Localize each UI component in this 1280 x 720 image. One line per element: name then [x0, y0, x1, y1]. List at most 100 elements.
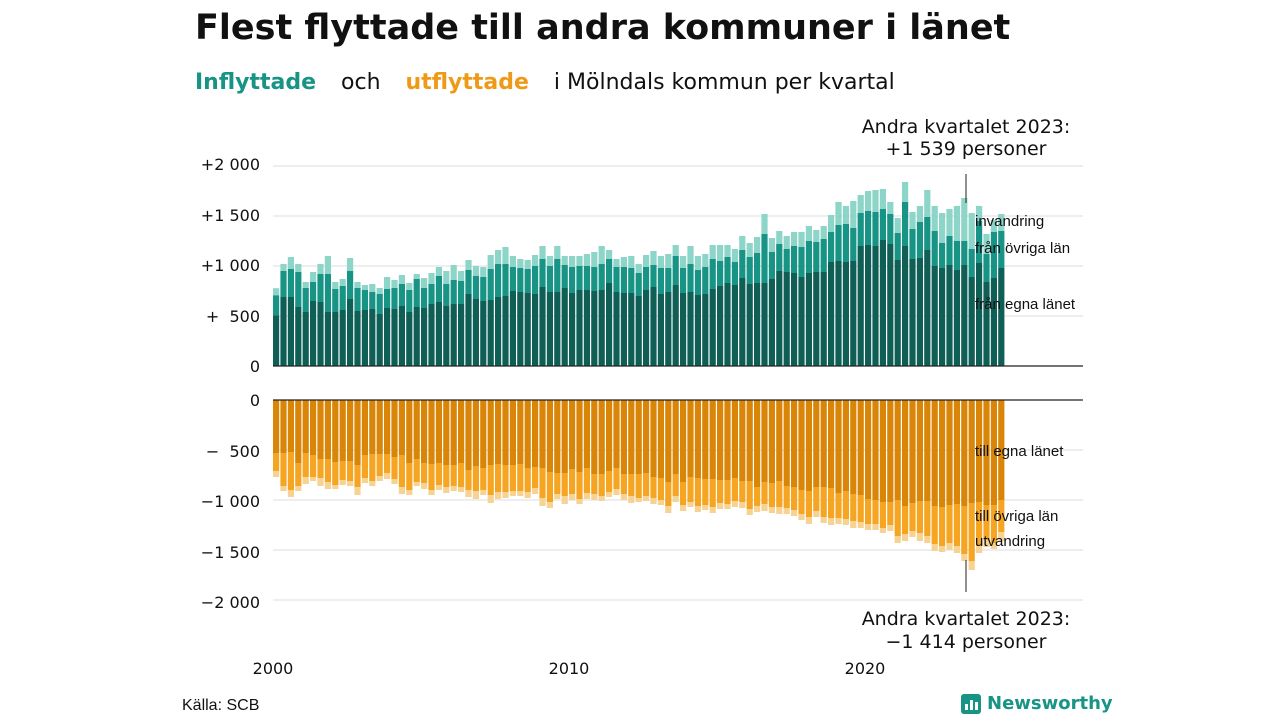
bar-in-0-84 [894, 260, 901, 366]
bar-out-0-59 [709, 400, 716, 479]
bar-out-1-48 [628, 474, 635, 496]
bar-in-1-52 [657, 268, 664, 294]
bar-out-0-86 [909, 400, 916, 503]
bar-in-0-73 [813, 272, 820, 366]
bar-in-0-18 [406, 312, 413, 366]
bar-in-2-61 [724, 245, 731, 257]
subtitle-rest: i Mölndals kommun per kvartal [553, 70, 895, 95]
bar-out-0-87 [916, 400, 923, 501]
bar-out-1-22 [435, 463, 442, 485]
bar-in-0-34 [524, 293, 531, 366]
bar-out-2-92 [953, 546, 960, 553]
bar-out-1-94 [968, 503, 975, 561]
bar-in-0-94 [968, 277, 975, 366]
bar-in-2-28 [480, 267, 487, 277]
bar-out-1-33 [517, 464, 524, 491]
bar-in-1-18 [406, 290, 413, 312]
y-tick-out-0: 0 [250, 391, 260, 410]
bar-out-2-98 [998, 532, 1005, 541]
bar-in-2-82 [879, 189, 886, 209]
bar-out-1-90 [939, 507, 946, 546]
bar-in-2-42 [583, 254, 590, 266]
bar-in-1-6 [317, 274, 324, 302]
bar-in-2-85 [902, 182, 909, 202]
bar-out-2-14 [376, 476, 383, 481]
bar-in-2-39 [561, 256, 568, 265]
bar-out-2-9 [339, 480, 346, 485]
bar-out-2-6 [317, 478, 324, 486]
bar-in-2-32 [509, 256, 516, 267]
bar-in-0-38 [554, 292, 561, 366]
bar-out-1-23 [443, 465, 450, 487]
bar-out-1-97 [990, 505, 997, 543]
bar-in-2-27 [472, 266, 479, 276]
bar-out-2-84 [894, 536, 901, 543]
brand-logo: Newsworthy [961, 693, 1113, 714]
bar-out-1-75 [828, 488, 835, 518]
bar-out-0-79 [857, 400, 864, 495]
x-tick-2000: 2000 [253, 659, 294, 678]
inflow-bars [273, 182, 1005, 366]
bar-out-1-85 [902, 506, 909, 534]
bar-in-0-91 [946, 265, 953, 366]
bar-out-0-35 [532, 400, 539, 467]
bar-in-0-9 [339, 310, 346, 366]
bar-out-1-15 [384, 454, 391, 473]
bar-out-2-69 [783, 508, 790, 514]
bar-out-0-4 [302, 400, 309, 453]
bar-in-0-26 [465, 294, 472, 366]
bar-in-0-6 [317, 302, 324, 366]
bar-out-0-57 [694, 400, 701, 478]
bar-out-0-24 [450, 400, 457, 465]
bar-out-2-51 [650, 498, 657, 504]
bar-in-2-56 [687, 246, 694, 264]
bar-out-1-47 [620, 474, 627, 494]
bar-in-0-47 [620, 293, 627, 366]
bar-out-2-60 [717, 503, 724, 509]
bar-out-0-18 [406, 400, 413, 463]
bar-out-1-92 [953, 504, 960, 546]
bar-in-1-41 [576, 266, 583, 290]
bar-out-0-12 [361, 400, 368, 455]
bar-in-2-83 [887, 202, 894, 214]
bar-out-1-37 [546, 472, 553, 502]
bar-in-0-54 [672, 285, 679, 366]
series-label-till-ovriga-lan: till övriga län [975, 508, 1058, 525]
bar-out-1-6 [317, 459, 324, 478]
bar-in-0-16 [391, 309, 398, 366]
bar-in-2-54 [672, 245, 679, 256]
bar-in-1-47 [620, 267, 627, 293]
bar-in-1-22 [435, 276, 442, 302]
bar-in-0-52 [657, 294, 664, 366]
bar-in-2-88 [924, 190, 931, 217]
bar-out-1-5 [310, 455, 317, 477]
bar-out-0-42 [583, 400, 590, 468]
bar-out-2-10 [347, 481, 354, 486]
series-label-utvandring: utvandring [975, 533, 1045, 550]
bar-in-1-44 [598, 264, 605, 290]
bar-out-0-75 [828, 400, 835, 488]
bar-out-1-29 [487, 465, 494, 495]
bar-in-0-96 [983, 282, 990, 366]
bar-in-0-98 [998, 268, 1005, 366]
bar-out-2-35 [532, 488, 539, 494]
bar-out-1-18 [406, 463, 413, 490]
bar-in-2-65 [754, 237, 761, 253]
bar-out-0-88 [924, 400, 931, 501]
bar-out-2-81 [872, 524, 879, 530]
bar-out-1-69 [783, 486, 790, 508]
bar-out-0-44 [598, 400, 605, 474]
bar-out-0-94 [968, 400, 975, 503]
bar-in-2-81 [872, 190, 879, 212]
bar-in-2-2 [287, 257, 294, 269]
bar-out-2-3 [295, 486, 302, 491]
bar-in-0-13 [369, 309, 376, 366]
bar-out-2-36 [539, 498, 546, 506]
bar-in-2-73 [813, 230, 820, 242]
bar-in-2-95 [976, 206, 983, 221]
bar-in-1-76 [835, 225, 842, 261]
bar-in-1-45 [606, 259, 613, 283]
bar-in-2-50 [643, 255, 650, 267]
bar-out-0-23 [443, 400, 450, 465]
